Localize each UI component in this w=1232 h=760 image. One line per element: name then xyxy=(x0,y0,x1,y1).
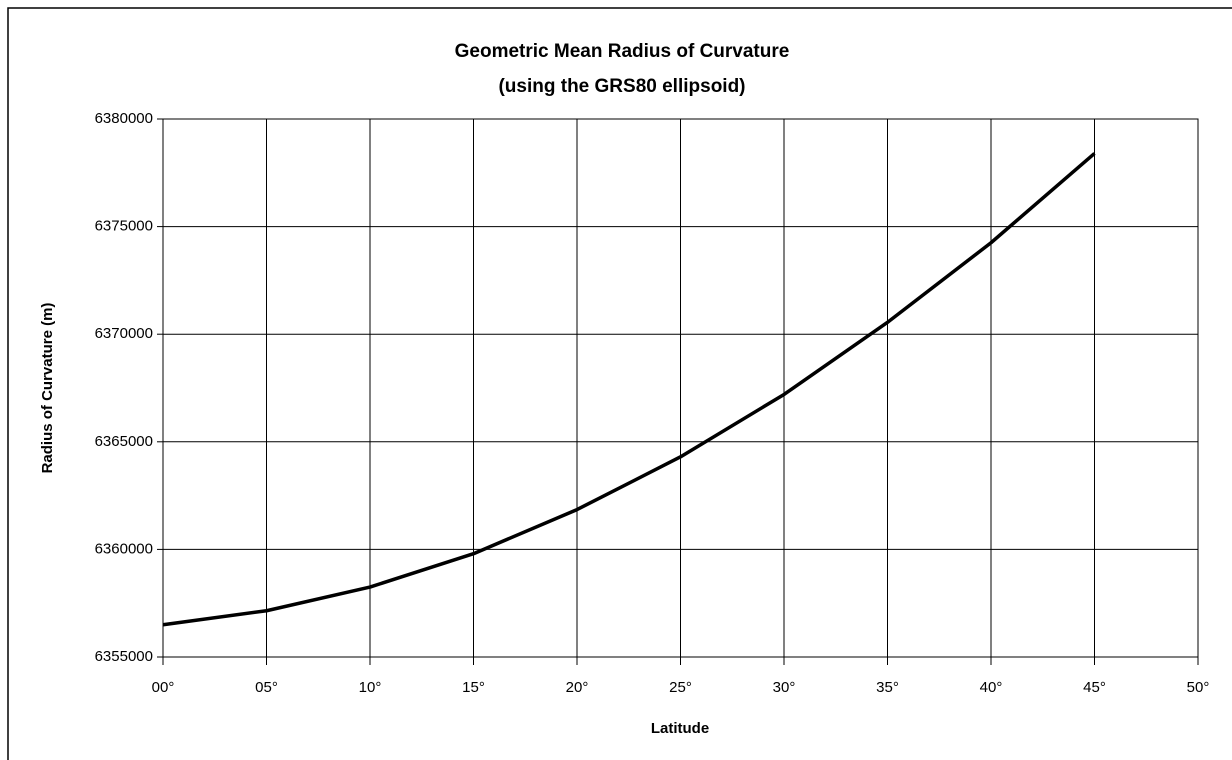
y-tick-label: 6370000 xyxy=(95,325,153,342)
y-tick-label: 6360000 xyxy=(95,540,153,557)
y-tick-label: 6365000 xyxy=(95,433,153,450)
x-tick-label: 15° xyxy=(462,679,485,696)
x-tick-label: 20° xyxy=(566,679,589,696)
x-tick-label: 00° xyxy=(152,679,175,696)
x-tick-label: 25° xyxy=(669,679,692,696)
data-line xyxy=(162,152,1096,627)
x-tick-label: 50° xyxy=(1187,679,1210,696)
y-axis-label: Radius of Curvature (m) xyxy=(39,303,56,474)
x-tick-label: 35° xyxy=(876,679,899,696)
x-tick-label: 45° xyxy=(1083,679,1106,696)
chart-subtitle: (using the GRS80 ellipsoid) xyxy=(498,76,745,97)
x-tick-label: 05° xyxy=(255,679,278,696)
x-tick-label: 10° xyxy=(359,679,382,696)
x-tick-label: 40° xyxy=(980,679,1003,696)
y-tick-label: 6380000 xyxy=(95,110,153,127)
x-tick-label: 30° xyxy=(773,679,796,696)
y-tick-label: 6375000 xyxy=(95,218,153,235)
y-tick-label: 6355000 xyxy=(95,648,153,665)
chart-title: Geometric Mean Radius of Curvature xyxy=(455,41,790,62)
x-axis-label: Latitude xyxy=(651,720,709,737)
